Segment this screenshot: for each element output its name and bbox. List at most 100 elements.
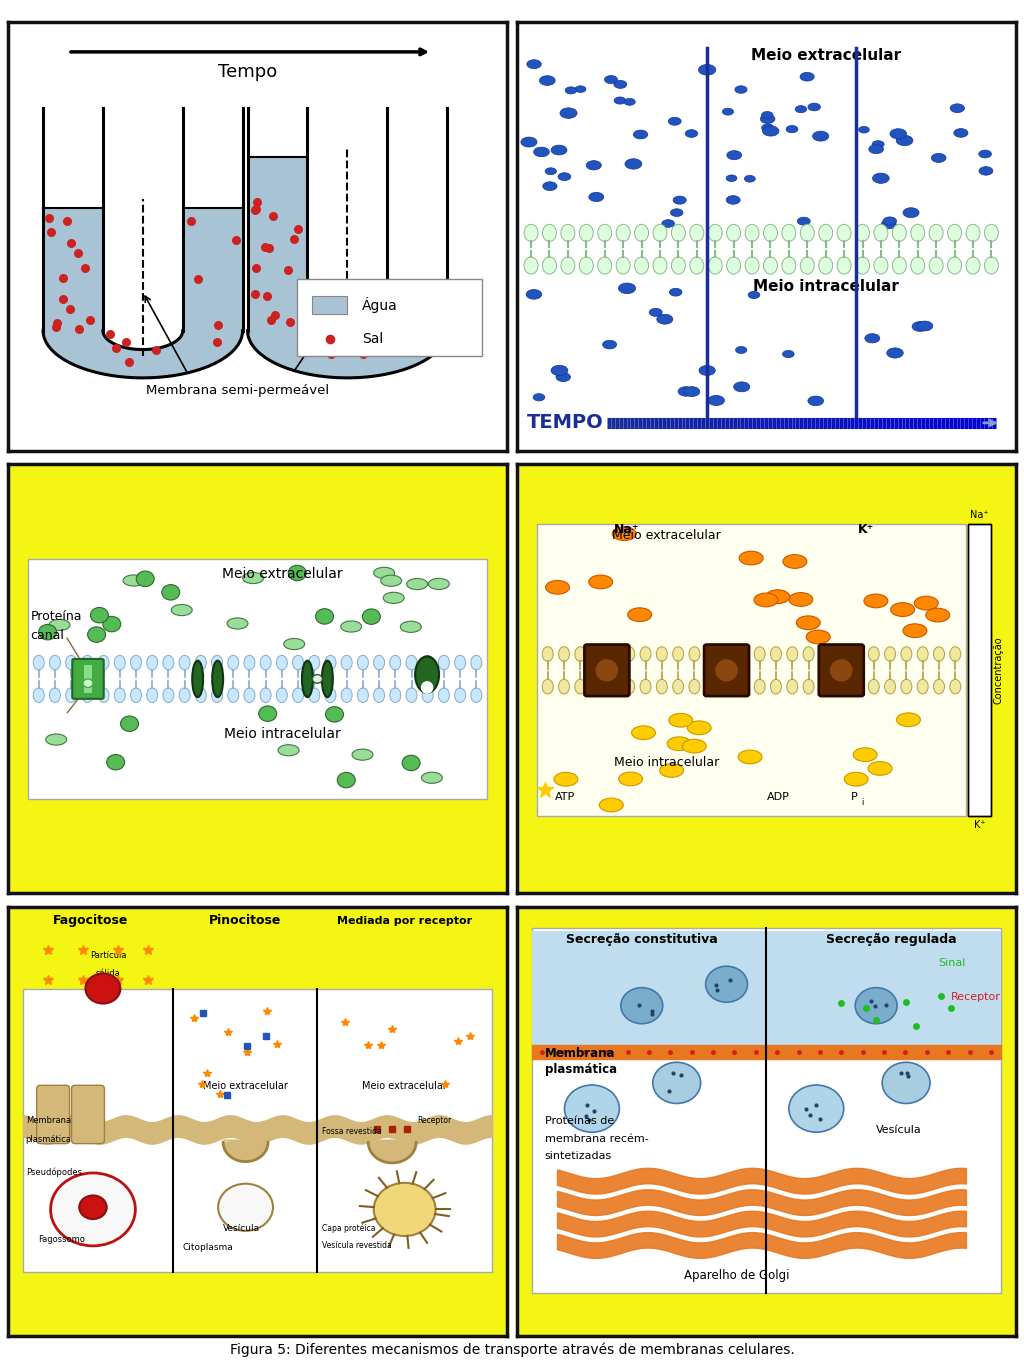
Text: Fossa revestida: Fossa revestida (323, 1127, 382, 1135)
Ellipse shape (910, 257, 925, 275)
Ellipse shape (934, 679, 944, 694)
Ellipse shape (580, 224, 593, 242)
Ellipse shape (763, 126, 779, 137)
Ellipse shape (797, 616, 820, 630)
Ellipse shape (903, 624, 927, 638)
Ellipse shape (352, 749, 373, 761)
Ellipse shape (953, 128, 968, 138)
Ellipse shape (146, 656, 158, 669)
Circle shape (706, 966, 748, 1003)
Ellipse shape (887, 348, 903, 358)
Ellipse shape (82, 688, 93, 702)
Ellipse shape (98, 688, 109, 702)
Ellipse shape (628, 608, 651, 622)
Ellipse shape (766, 590, 790, 604)
Ellipse shape (115, 688, 125, 702)
Ellipse shape (79, 1195, 106, 1218)
Ellipse shape (589, 575, 612, 589)
Bar (969, 525, 991, 671)
Ellipse shape (602, 340, 616, 348)
Ellipse shape (844, 772, 868, 785)
Circle shape (50, 1173, 135, 1246)
Ellipse shape (852, 679, 863, 694)
Polygon shape (369, 1141, 416, 1162)
Ellipse shape (852, 646, 863, 661)
Ellipse shape (803, 646, 814, 661)
Ellipse shape (591, 646, 602, 661)
Ellipse shape (733, 382, 750, 392)
Ellipse shape (66, 656, 77, 669)
Ellipse shape (903, 208, 920, 217)
Ellipse shape (575, 86, 586, 93)
Ellipse shape (595, 658, 618, 682)
Polygon shape (43, 331, 243, 378)
Circle shape (855, 988, 897, 1023)
Ellipse shape (764, 224, 777, 242)
Ellipse shape (914, 597, 938, 611)
Ellipse shape (526, 290, 542, 299)
Ellipse shape (302, 661, 313, 697)
Ellipse shape (260, 688, 271, 702)
Ellipse shape (561, 224, 574, 242)
Ellipse shape (49, 656, 60, 669)
Ellipse shape (926, 608, 949, 622)
Ellipse shape (421, 682, 433, 694)
Ellipse shape (749, 291, 760, 299)
Ellipse shape (892, 224, 906, 242)
Ellipse shape (858, 127, 869, 133)
Text: Secreção regulada: Secreção regulada (825, 933, 956, 945)
Ellipse shape (85, 974, 121, 1004)
Circle shape (326, 706, 343, 723)
Circle shape (315, 609, 334, 624)
Text: Aparelho de Golgi: Aparelho de Golgi (684, 1269, 790, 1283)
Ellipse shape (735, 347, 746, 354)
Ellipse shape (656, 314, 673, 324)
Ellipse shape (727, 257, 740, 275)
Ellipse shape (808, 104, 820, 111)
Ellipse shape (163, 656, 174, 669)
Ellipse shape (838, 224, 851, 242)
Ellipse shape (885, 646, 896, 661)
Bar (532, 929, 1000, 1294)
Ellipse shape (762, 112, 773, 119)
Circle shape (788, 1085, 844, 1132)
Ellipse shape (276, 688, 288, 702)
Ellipse shape (872, 173, 889, 183)
Ellipse shape (212, 688, 222, 702)
Ellipse shape (635, 224, 648, 242)
Ellipse shape (558, 172, 570, 180)
Text: Na⁺: Na⁺ (971, 510, 989, 520)
FancyBboxPatch shape (585, 645, 630, 697)
Circle shape (90, 608, 109, 623)
Ellipse shape (829, 658, 853, 682)
Ellipse shape (556, 373, 570, 381)
Ellipse shape (754, 593, 778, 607)
Ellipse shape (171, 605, 193, 616)
Ellipse shape (754, 646, 765, 661)
Ellipse shape (868, 679, 880, 694)
Ellipse shape (146, 688, 158, 702)
Ellipse shape (966, 224, 980, 242)
Ellipse shape (788, 593, 813, 607)
Text: Proteínas de: Proteínas de (545, 1116, 613, 1127)
Circle shape (218, 1184, 273, 1231)
Ellipse shape (669, 117, 681, 126)
Ellipse shape (672, 224, 685, 242)
Text: Membrana: Membrana (26, 1116, 71, 1126)
Text: Meio extracelular: Meio extracelular (612, 529, 721, 542)
Text: plasmática: plasmática (26, 1135, 72, 1145)
Ellipse shape (865, 333, 880, 343)
Ellipse shape (708, 395, 724, 406)
Ellipse shape (524, 224, 538, 242)
Text: ATP: ATP (555, 792, 574, 802)
Ellipse shape (322, 661, 333, 697)
Ellipse shape (607, 679, 618, 694)
Ellipse shape (770, 646, 781, 661)
Ellipse shape (659, 764, 684, 777)
Bar (532, 930, 1000, 1045)
Ellipse shape (196, 656, 206, 669)
Ellipse shape (662, 220, 675, 227)
Text: Fagossomo: Fagossomo (38, 1235, 85, 1243)
Ellipse shape (783, 555, 807, 568)
Ellipse shape (760, 115, 775, 123)
